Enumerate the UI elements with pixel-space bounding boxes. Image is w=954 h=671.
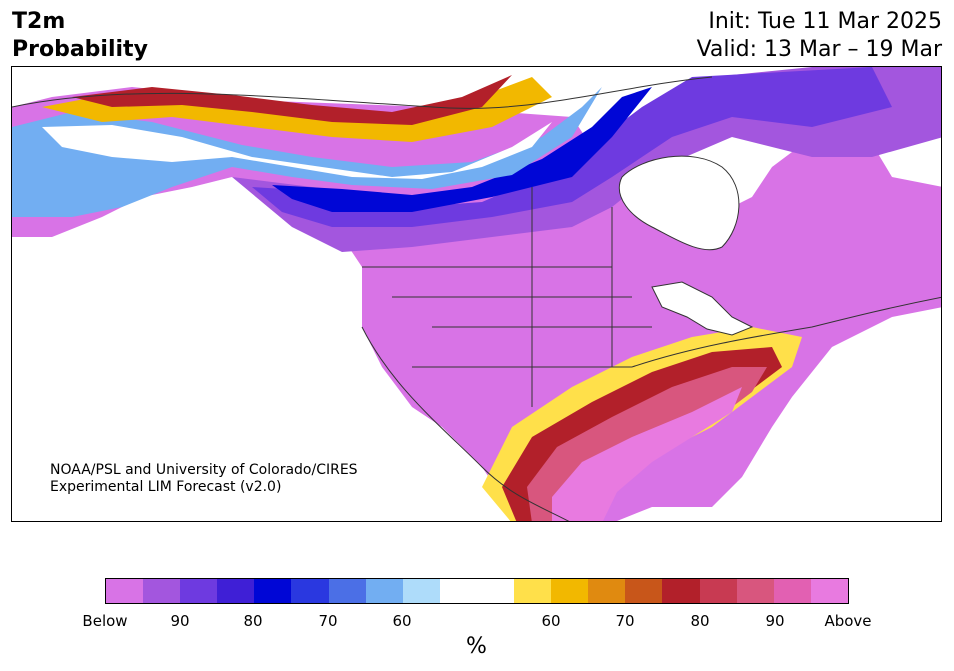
colorbar-tick-label: 70 <box>318 612 338 630</box>
valid-range: Valid: 13 Mar – 19 Mar <box>696 37 942 62</box>
colorbar-tick-label: 60 <box>541 612 561 630</box>
colorbar-tick-label: Below <box>82 612 128 630</box>
colorbar-segment <box>773 579 811 603</box>
colorbar-segment <box>476 579 515 603</box>
colorbar-segment <box>625 579 663 603</box>
forecast-dates: Init: Tue 11 Mar 2025 Valid: 13 Mar – 19… <box>697 8 942 64</box>
colorbar-tick-label: Above <box>824 612 872 630</box>
colorbar-segment <box>662 579 700 603</box>
region-near-normal-north <box>42 122 552 179</box>
credit-line-1: NOAA/PSL and University of Colorado/CIRE… <box>50 462 358 478</box>
region-below-60 <box>12 87 602 217</box>
region-below-80 <box>252 67 892 227</box>
forecast-map: NOAA/PSL and University of Colorado/CIRE… <box>11 66 942 522</box>
colorbar-segment <box>588 579 626 603</box>
region-above-north-core <box>72 75 512 125</box>
hudson-bay <box>618 155 740 251</box>
credit-line-2: Experimental LIM Forecast (v2.0) <box>50 479 282 495</box>
colorbar <box>105 578 849 604</box>
probability-label: Probability <box>12 37 148 62</box>
colorbar-segment <box>143 579 181 603</box>
colorbar-segment <box>106 579 144 603</box>
colorbar-segment <box>736 579 774 603</box>
colorbar-unit: % <box>466 634 487 659</box>
colorbar-segment <box>365 579 403 603</box>
colorbar-segment <box>699 579 737 603</box>
colorbar-segment <box>254 579 292 603</box>
colorbar-tick-label: 90 <box>170 612 190 630</box>
colorbar-segment <box>180 579 218 603</box>
colorbar-segment <box>810 579 848 603</box>
colorbar-segment <box>551 579 589 603</box>
map-canvas <box>12 67 941 521</box>
colorbar-segment <box>217 579 255 603</box>
colorbar-segment <box>402 579 440 603</box>
colorbar-tick-label: 80 <box>690 612 710 630</box>
colorbar-segment <box>439 579 477 603</box>
colorbar-tick-label: 60 <box>392 612 412 630</box>
colorbar-segment <box>514 579 552 603</box>
init-date: Init: Tue 11 Mar 2025 <box>708 9 942 34</box>
colorbar-tick-label: 80 <box>243 612 263 630</box>
variable-label: T2m <box>12 9 66 34</box>
map-title: T2m Probability <box>12 8 148 64</box>
colorbar-segment <box>291 579 329 603</box>
great-lakes <box>651 281 754 336</box>
data-credit: NOAA/PSL and University of Colorado/CIRE… <box>50 462 358 496</box>
region-above-strong <box>552 387 742 521</box>
colorbar-segment <box>328 579 366 603</box>
region-below-70 <box>272 87 652 212</box>
colorbar-tick-label: 70 <box>615 612 635 630</box>
boundaries <box>12 76 941 521</box>
colorbar-tick-label: 90 <box>765 612 785 630</box>
